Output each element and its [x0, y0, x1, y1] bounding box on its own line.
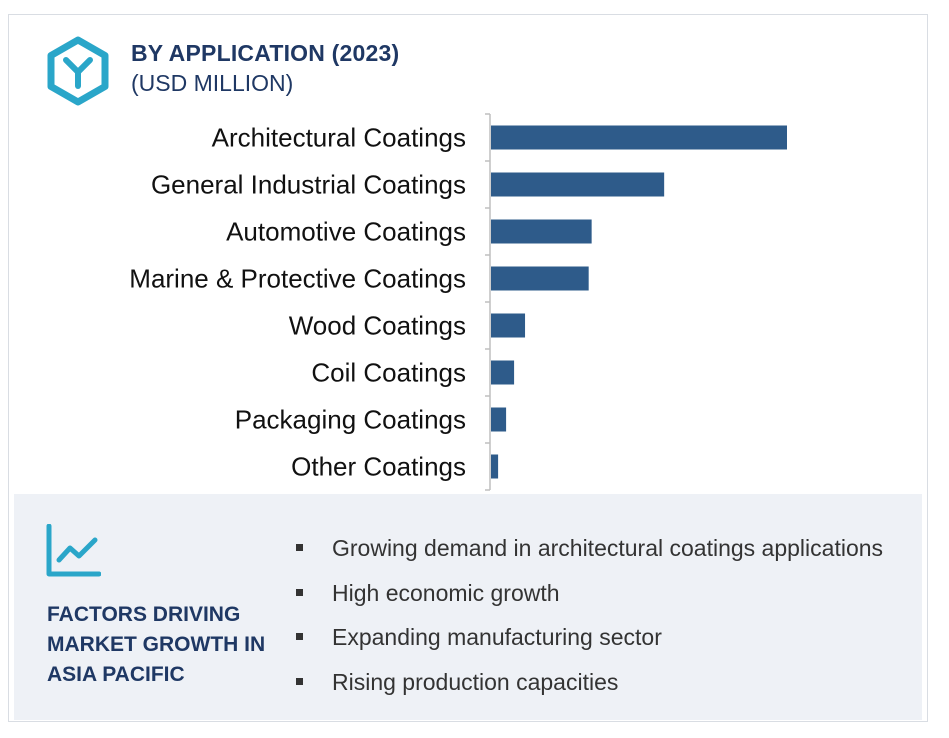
- category-label: Automotive Coatings: [226, 217, 466, 247]
- category-label: Marine & Protective Coatings: [129, 264, 466, 294]
- bullet-icon: [296, 544, 303, 551]
- factors-panel: [14, 494, 922, 720]
- category-label: Coil Coatings: [311, 358, 466, 388]
- category-label: Packaging Coatings: [235, 405, 466, 435]
- factor-text: Growing demand in architectural coatings…: [332, 535, 884, 561]
- chart-title: BY APPLICATION (2023): [131, 40, 400, 66]
- category-label: Wood Coatings: [289, 311, 466, 341]
- factor-text: High economic growth: [332, 579, 560, 606]
- bar: [491, 125, 787, 150]
- bar: [491, 313, 526, 338]
- factor-item: Expanding manufacturing sector: [296, 618, 883, 663]
- factor-item: Rising production capacities: [296, 663, 883, 708]
- bar: [491, 219, 592, 244]
- bar: [491, 454, 499, 479]
- trend-chart-icon: [46, 524, 101, 577]
- bar-chart: Architectural Coatings General Industrial…: [129, 113, 787, 491]
- bullet-icon: [296, 633, 303, 640]
- factors-title: FACTORS DRIVING MARKET GROWTH IN ASIA PA…: [47, 603, 266, 686]
- bullet-icon: [296, 677, 303, 685]
- category-label: Other Coatings: [291, 452, 466, 482]
- bar: [491, 172, 665, 197]
- chart-subtitle: (USD MILLION): [131, 70, 294, 96]
- hexagon-y-logo-icon: [47, 36, 109, 106]
- bullet-icon: [296, 588, 303, 596]
- factor-item: Growing demand in architectural coatings…: [296, 529, 883, 574]
- category-label: Architectural Coatings: [212, 123, 466, 153]
- bar: [491, 266, 589, 291]
- bar: [491, 407, 507, 432]
- category-label: General Industrial Coatings: [151, 170, 466, 200]
- bar: [491, 360, 515, 385]
- factors-list: Growing demand in architectural coatings…: [296, 529, 883, 707]
- factor-text: Rising production capacities: [332, 668, 619, 695]
- factor-item: High economic growth: [296, 574, 883, 619]
- factor-text: Expanding manufacturing sector: [332, 624, 662, 650]
